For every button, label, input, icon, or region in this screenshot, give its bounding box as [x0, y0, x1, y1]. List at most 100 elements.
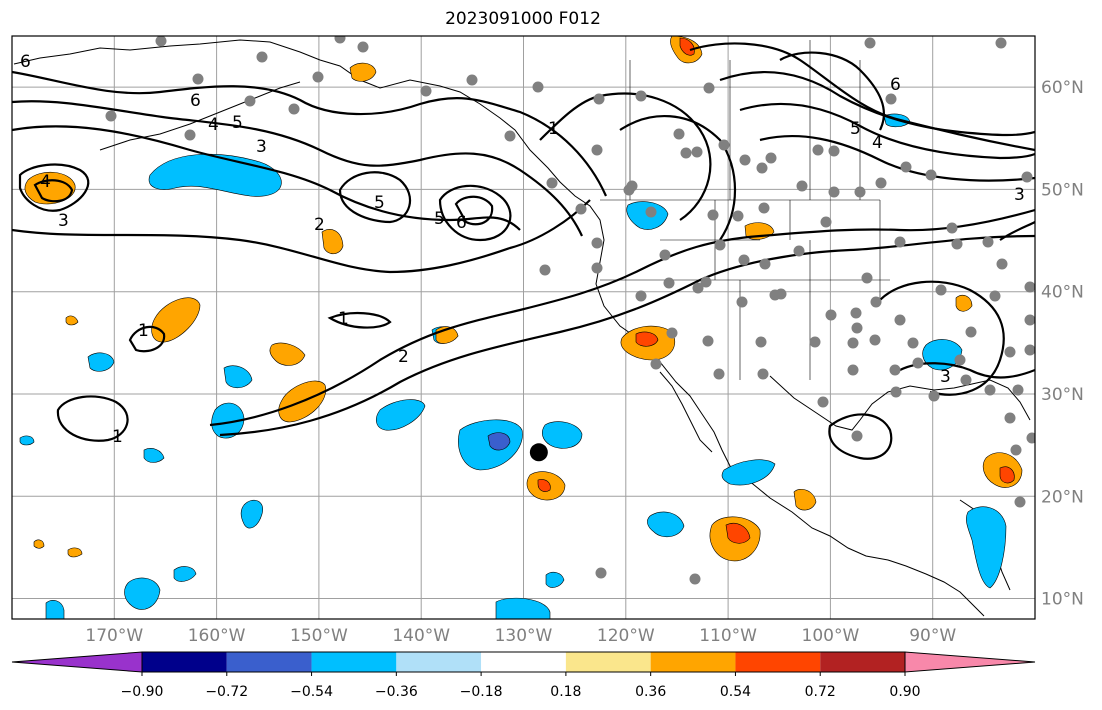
location-marker: [529, 443, 548, 462]
colorbar: [11, 651, 1036, 673]
station-dot: [736, 296, 748, 308]
station-dot: [828, 145, 840, 157]
colorbar-tick-label: 0.90: [889, 684, 920, 700]
station-dot: [757, 368, 769, 380]
station-dot: [894, 236, 906, 248]
station-dot: [707, 209, 719, 221]
station-dot: [645, 206, 657, 218]
station-dot: [890, 386, 902, 398]
station-dot: [861, 272, 873, 284]
lon-label: 90°W: [909, 626, 956, 646]
lon-label: 170°W: [85, 626, 143, 646]
station-dot: [851, 322, 863, 334]
station-dot: [591, 144, 603, 156]
station-dot: [650, 358, 662, 370]
colorbar-bin: [565, 652, 651, 672]
contour-label: 2: [314, 215, 325, 235]
station-dot: [192, 73, 204, 85]
state-borders: [600, 40, 890, 380]
lat-label: 40°N: [1041, 283, 1084, 303]
colorbar-bin: [142, 652, 227, 672]
station-dot: [954, 354, 966, 366]
map-frame: [11, 35, 1036, 620]
station-dot: [769, 289, 781, 301]
station-dot: [847, 337, 859, 349]
contour-label: 6: [20, 52, 31, 72]
station-dot: [889, 364, 901, 376]
station-dot: [759, 258, 771, 270]
station-dot: [894, 314, 906, 326]
lat-label: 20°N: [1041, 487, 1084, 507]
colorbar-tick-label: −0.36: [375, 684, 418, 700]
station-dot: [755, 336, 767, 348]
station-dot: [692, 282, 704, 294]
station-dot: [828, 186, 840, 198]
station-dot: [595, 567, 607, 579]
contour-labels: 6 6 5 4 3 2 1 1 2 1 3 4 5 5 6 5 4 6 3 1 …: [20, 52, 1025, 447]
contour-label: 6: [890, 75, 901, 95]
station-dot: [758, 202, 770, 214]
station-dot: [928, 390, 940, 402]
station-dot: [702, 335, 714, 347]
station-dot: [982, 236, 994, 248]
station-dot: [812, 144, 824, 156]
station-dot: [984, 384, 996, 396]
colorbar-bin: [735, 652, 821, 672]
station-dot: [809, 336, 821, 348]
station-dot: [593, 93, 605, 105]
station-dot: [703, 82, 715, 94]
station-dot: [591, 237, 603, 249]
station-dot: [793, 245, 805, 257]
station-dot: [875, 177, 887, 189]
station-dot: [539, 264, 551, 276]
station-dot: [466, 74, 478, 86]
contour-label: 3: [58, 211, 69, 231]
lat-label: 10°N: [1041, 590, 1084, 610]
station-dot: [680, 147, 692, 159]
contour-label: 1: [138, 321, 149, 341]
colorbar-tick-label: 0.72: [805, 684, 836, 700]
lon-label: 150°W: [290, 626, 348, 646]
station-dot: [591, 262, 603, 274]
colorbar-bin: [820, 652, 905, 672]
station-dot: [357, 41, 369, 53]
station-dot: [946, 222, 958, 234]
colorbar-frame: [141, 651, 906, 673]
gridlines: [12, 36, 1035, 619]
station-dot: [691, 146, 703, 158]
contour-label: 2: [398, 347, 409, 367]
contour-label: 5: [850, 119, 861, 139]
station-dot: [184, 129, 196, 141]
station-dot: [854, 186, 866, 198]
station-dot: [575, 203, 587, 215]
contour-label: 6: [456, 213, 467, 233]
station-dot: [1012, 384, 1024, 396]
station-dot: [334, 36, 346, 44]
station-dot: [738, 254, 750, 266]
station-dot: [312, 71, 324, 83]
colorbar-bin: [481, 652, 566, 672]
station-dot: [1021, 171, 1033, 183]
station-dot: [796, 180, 808, 192]
station-dot: [951, 238, 963, 250]
colorbar-bin: [311, 652, 397, 672]
station-dot: [965, 326, 977, 338]
contour-label: 5: [232, 113, 243, 133]
colorbar-tick-label: 0.18: [550, 684, 581, 700]
station-dot: [532, 81, 544, 93]
station-dot: [1004, 346, 1016, 358]
lon-label: 120°W: [597, 626, 655, 646]
station-dot: [847, 364, 859, 376]
colorbar-tick-labels: −0.90 −0.72 −0.54 −0.36 −0.18 0.18 0.36 0.54 0.7…: [121, 672, 921, 700]
station-dot: [689, 573, 701, 585]
station-dot: [869, 334, 881, 346]
station-dot: [850, 307, 862, 319]
contour-label: 4: [40, 172, 51, 192]
station-dot: [1024, 281, 1035, 293]
lat-label: 50°N: [1041, 180, 1084, 200]
station-dot: [756, 162, 768, 174]
station-dot: [825, 309, 837, 321]
contour-label: 1: [338, 309, 349, 329]
colorbar-tick-label: −0.54: [290, 684, 333, 700]
